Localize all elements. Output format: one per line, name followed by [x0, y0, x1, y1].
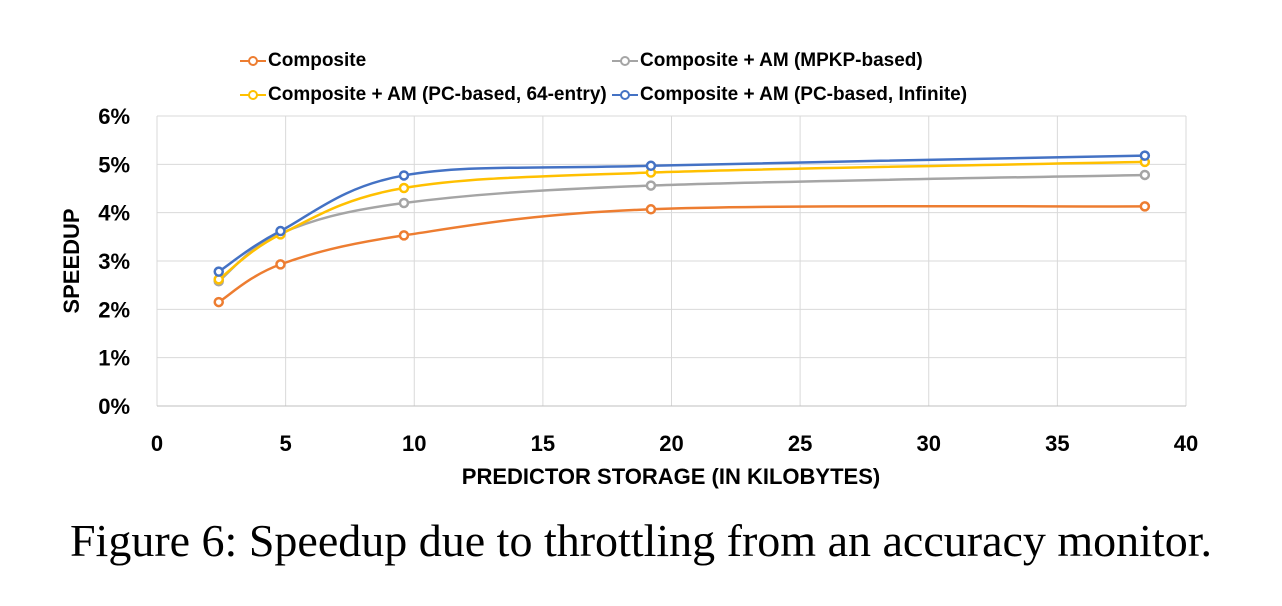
series-1: [213, 169, 1151, 287]
series-line: [218, 154, 1145, 273]
data-point: [1139, 150, 1151, 161]
legend-label: Composite + AM (MPKP-based): [640, 50, 923, 71]
x-tick-label: 30: [917, 431, 941, 456]
figure-caption: Figure 6: Speedup due to throttling from…: [69, 515, 1213, 566]
legend-label: Composite: [268, 50, 367, 71]
x-tick-label: 20: [659, 431, 683, 456]
x-tick-label: 35: [1045, 431, 1069, 456]
y-tick-label: 6%: [98, 104, 130, 129]
legend-swatch-pc64: [240, 89, 266, 101]
x-tick-label: 40: [1174, 431, 1198, 456]
legend-swatch-mpkp: [612, 55, 638, 67]
axes: [156, 116, 1186, 407]
y-tick-label: 0%: [98, 394, 130, 419]
speedup-chart: 0 5 10 15 20 25 30 35 40 0% 1% 2% 3% 4% 5% 6% PREDICTOR…: [59, 104, 1198, 489]
series-line: [217, 160, 1145, 281]
data-point: [213, 296, 224, 308]
y-tick-label: 3%: [98, 249, 130, 274]
data-point: [1139, 169, 1151, 181]
data-point: [398, 170, 410, 181]
grid: [157, 115, 1187, 406]
y-axis-label: SPEEDUP: [59, 208, 84, 313]
data-point: [645, 160, 657, 172]
data-point: [645, 204, 657, 215]
series-3: [213, 150, 1151, 277]
data-point: [398, 182, 410, 194]
data-point: [1139, 201, 1151, 212]
x-tick-label: 15: [531, 431, 555, 456]
x-tick-label: 25: [788, 431, 812, 456]
data-point: [398, 197, 410, 209]
x-tick-label: 5: [280, 431, 292, 456]
x-tick-label: 0: [151, 431, 163, 456]
y-tick-label: 5%: [98, 152, 130, 177]
legend-label: Composite + AM (PC-based, Infinite): [640, 84, 968, 105]
y-tick-label: 4%: [98, 201, 130, 226]
series-line: [217, 173, 1145, 283]
series-group: [213, 150, 1151, 308]
data-point: [645, 180, 657, 191]
legend-item-composite: Composite: [240, 50, 366, 72]
legend-item-mpkp: Composite + AM (MPKP-based): [612, 50, 923, 72]
series-line: [218, 204, 1145, 304]
legend-label: Composite + AM (PC-based, 64-entry): [268, 84, 607, 105]
data-point: [275, 259, 286, 270]
data-point: [398, 230, 410, 241]
y-tick-label: 1%: [98, 346, 130, 371]
x-axis-label: PREDICTOR STORAGE (IN KILOBYTES): [462, 464, 880, 489]
series-0: [213, 201, 1151, 308]
legend-item-pcinf: Composite + AM (PC-based, Infinite): [612, 84, 967, 106]
y-tick-label: 2%: [98, 297, 130, 322]
legend-swatch-composite: [240, 55, 266, 67]
tick-labels: 0 5 10 15 20 25 30 35 40 0% 1% 2% 3% 4% 5% 6%: [98, 104, 1198, 456]
data-point: [213, 266, 224, 277]
legend-item-pc64: Composite + AM (PC-based, 64-entry): [240, 84, 607, 106]
x-tick-label: 10: [402, 431, 426, 456]
data-point: [275, 225, 286, 237]
legend-swatch-pcinf: [612, 89, 638, 101]
